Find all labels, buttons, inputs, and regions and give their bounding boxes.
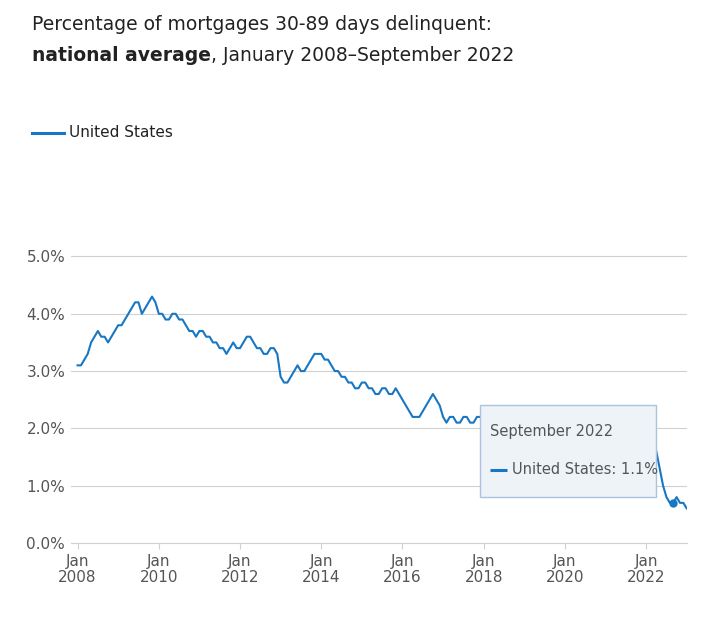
Text: United States: United States [69, 125, 173, 140]
Text: United States: 1.1%: United States: 1.1% [513, 462, 658, 477]
FancyBboxPatch shape [480, 405, 656, 497]
Text: national average: national average [32, 46, 211, 65]
Text: Percentage of mortgages 30-89 days delinquent:: Percentage of mortgages 30-89 days delin… [32, 15, 492, 35]
Text: , January 2008–September 2022: , January 2008–September 2022 [211, 46, 514, 65]
Text: September 2022: September 2022 [491, 424, 614, 439]
